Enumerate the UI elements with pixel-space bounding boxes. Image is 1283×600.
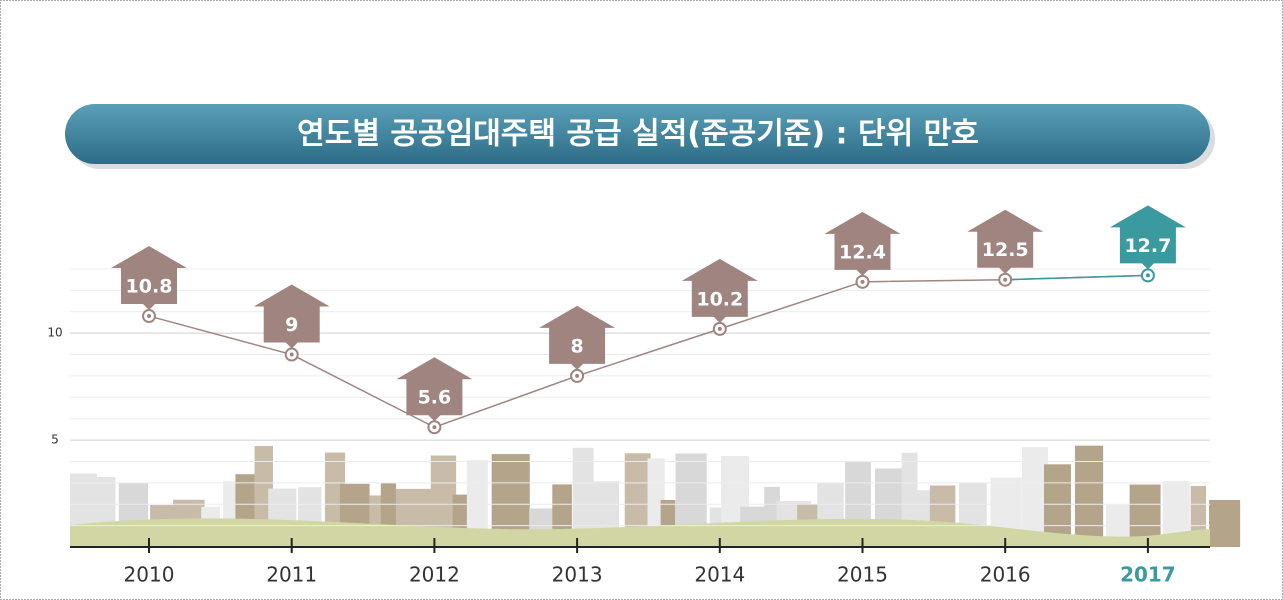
data-label: 12.7 xyxy=(1124,235,1171,257)
point-dot xyxy=(717,326,722,331)
building xyxy=(572,447,594,547)
house-label xyxy=(111,246,187,311)
house-label xyxy=(681,258,758,323)
x-tick-label: 2011 xyxy=(266,563,317,587)
building xyxy=(1074,445,1104,547)
plot: 5 10 2010 2011 2012 2013 2014 2015 2016 2017 10.8 9… xyxy=(47,205,1210,587)
x-tick-label: 2012 xyxy=(409,563,460,587)
highlight-segment xyxy=(1005,274,1148,281)
point-dot xyxy=(147,314,151,319)
point-dot xyxy=(289,352,294,357)
point-dot xyxy=(575,373,580,378)
chart-title: 연도별 공공임대주택 공급 실적(준공기준) : 단위 만호 xyxy=(297,117,979,152)
x-tick-label: 2014 xyxy=(694,563,745,587)
y-tick-label: 10 xyxy=(47,326,62,340)
data-label: 8 xyxy=(570,335,583,357)
point-dot xyxy=(432,425,437,430)
x-tick-label: 2016 xyxy=(980,563,1031,587)
y-tick-label: 5 xyxy=(51,433,59,447)
skyline xyxy=(70,445,1241,548)
house-label xyxy=(967,209,1044,274)
series-line xyxy=(148,274,1148,429)
data-label: 12.4 xyxy=(839,241,886,263)
data-label: 10.2 xyxy=(696,288,743,310)
building xyxy=(1209,499,1241,547)
building xyxy=(647,458,665,547)
data-label: 9 xyxy=(285,314,298,336)
data-label: 5.6 xyxy=(418,387,452,409)
point-dot xyxy=(1003,277,1008,282)
house-label xyxy=(824,211,901,276)
point-dot xyxy=(1145,273,1150,278)
house-label xyxy=(396,357,473,422)
x-tick-label: 2015 xyxy=(837,563,888,587)
point-dot xyxy=(860,279,865,284)
x-tick-label: 2010 xyxy=(124,563,175,587)
title-banner xyxy=(65,104,1210,164)
house-label xyxy=(253,284,330,349)
data-label: 12.5 xyxy=(982,239,1029,261)
data-label: 10.8 xyxy=(126,276,173,298)
x-tick-label: 2013 xyxy=(552,563,603,587)
house-label xyxy=(1109,205,1186,270)
house-label xyxy=(539,305,616,370)
x-tick-label: 2017 xyxy=(1120,563,1176,587)
